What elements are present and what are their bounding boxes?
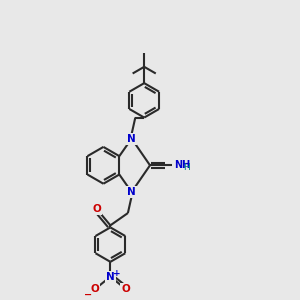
Text: O: O — [122, 284, 130, 294]
Text: O: O — [91, 284, 99, 294]
Text: −: − — [84, 290, 92, 299]
Text: N: N — [127, 187, 136, 197]
Text: N: N — [106, 272, 115, 282]
Text: H: H — [184, 163, 190, 172]
Text: N: N — [127, 134, 136, 144]
Text: NH: NH — [174, 160, 190, 170]
Text: +: + — [112, 268, 120, 278]
Text: O: O — [92, 204, 101, 214]
